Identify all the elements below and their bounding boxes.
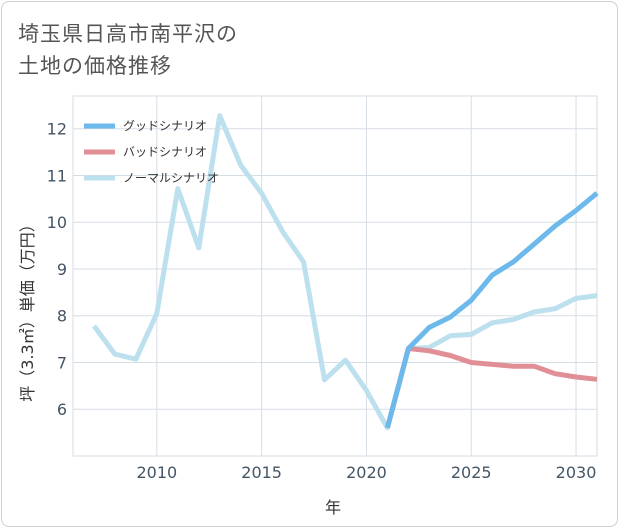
chart-title-line-1: 埼玉県日高市南平沢の bbox=[18, 22, 238, 46]
chart-title: 埼玉県日高市南平沢の 土地の価格推移 bbox=[18, 18, 238, 82]
plot-frame bbox=[72, 95, 598, 457]
x-tick-label: 2025 bbox=[451, 463, 492, 482]
y-tick-label: 9 bbox=[57, 260, 67, 279]
chart-title-line-2: 土地の価格推移 bbox=[18, 54, 172, 78]
series-line-1 bbox=[384, 346, 598, 429]
legend-label: グッドシナリオ bbox=[123, 119, 207, 133]
x-tick-label: 2020 bbox=[346, 463, 387, 482]
x-axis-label: 年 bbox=[325, 498, 341, 517]
axis-ticks: 6 7 8 9 10 11 12 2010 2015 2020 2025 2030 bbox=[47, 120, 597, 482]
x-tick-label: 2010 bbox=[136, 463, 177, 482]
series-line-2 bbox=[91, 113, 598, 431]
grid bbox=[72, 95, 598, 457]
y-tick-label: 12 bbox=[47, 120, 67, 139]
series-line-0 bbox=[384, 191, 599, 429]
y-tick-label: 6 bbox=[57, 400, 67, 419]
x-tick-label: 2030 bbox=[556, 463, 597, 482]
series-lines bbox=[91, 113, 599, 431]
y-tick-label: 8 bbox=[57, 307, 67, 326]
y-tick-label: 10 bbox=[47, 213, 67, 232]
y-tick-label: 11 bbox=[47, 166, 67, 185]
y-axis-label: 坪（3.3㎡）単価（万円） bbox=[18, 216, 37, 401]
y-tick-label: 7 bbox=[57, 353, 67, 372]
legend-label: ノーマルシナリオ bbox=[123, 171, 219, 185]
x-tick-label: 2015 bbox=[241, 463, 282, 482]
legend-label: バッドシナリオ bbox=[123, 145, 207, 159]
